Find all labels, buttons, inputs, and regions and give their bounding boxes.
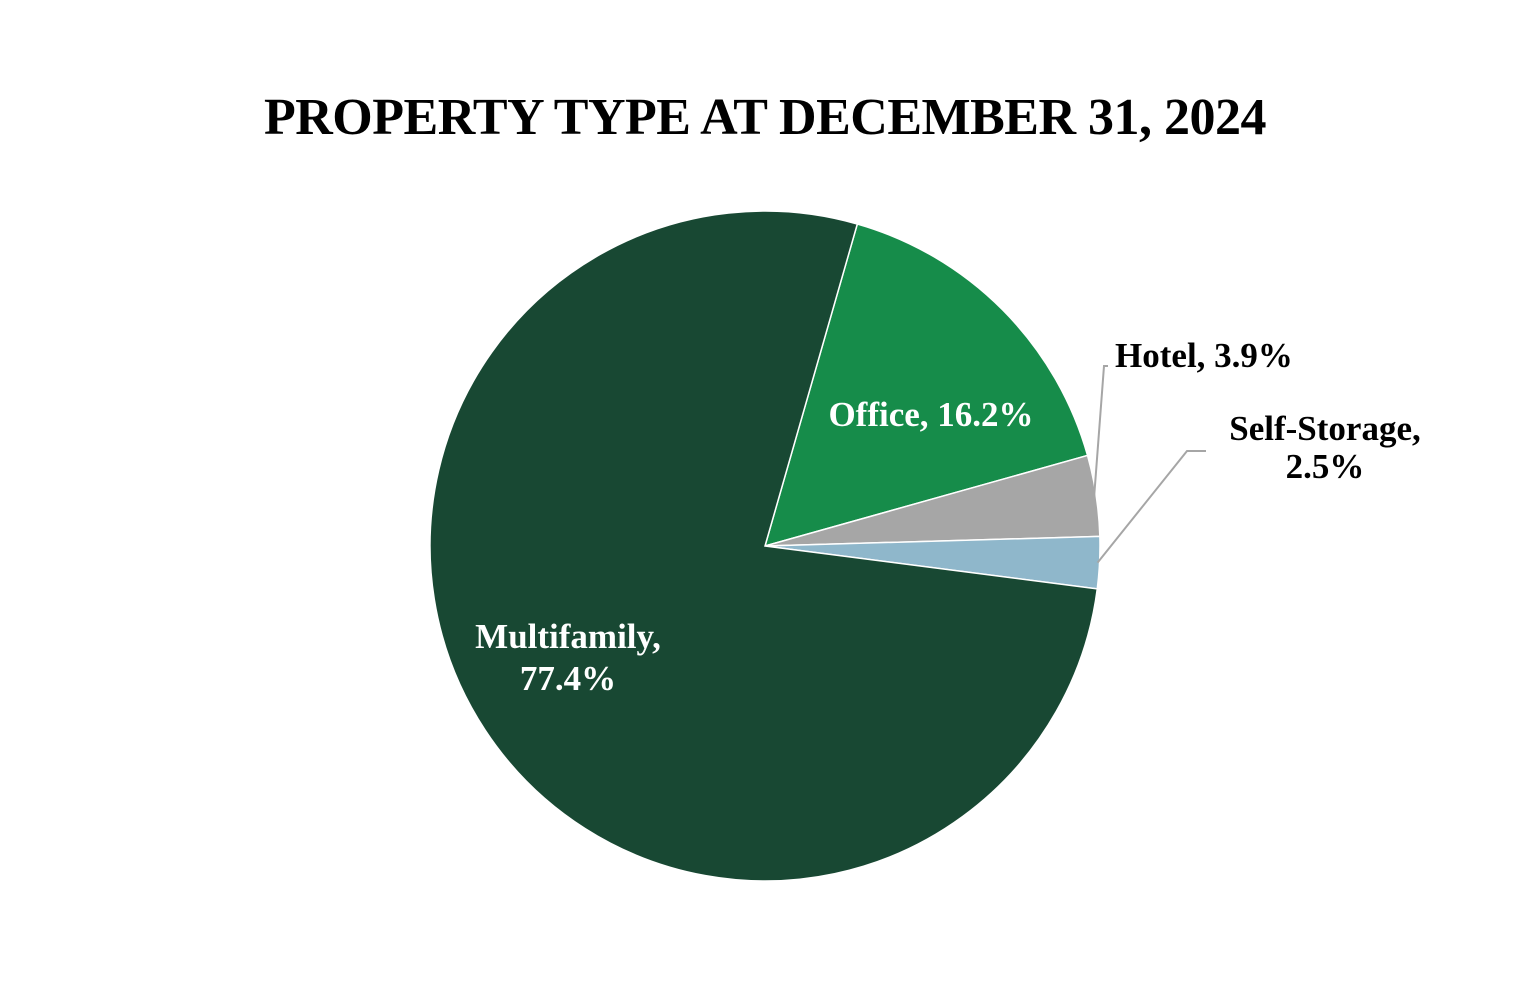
pie-slices <box>429 210 1101 882</box>
leader-line-hotel <box>1093 365 1108 496</box>
slice-label-self-storage: Self-Storage, 2.5% <box>1229 409 1420 486</box>
slice-labels: Multifamily, 77.4% Office, 16.2% Hotel, 3.9… <box>475 336 1421 698</box>
leader-lines <box>1093 365 1206 564</box>
pie-slice-office <box>763 223 1089 548</box>
chart-title: PROPERTY TYPE AT DECEMBER 31, 2024 <box>263 89 1267 146</box>
slice-label-multifamily: Multifamily, 77.4% <box>475 617 661 698</box>
slice-label-office: Office, 16.2% <box>828 395 1033 434</box>
slice-label-hotel: Hotel, 3.9% <box>1115 336 1293 375</box>
pie-slice-multifamily <box>429 210 1099 882</box>
leader-line-self-storage <box>1096 450 1206 564</box>
